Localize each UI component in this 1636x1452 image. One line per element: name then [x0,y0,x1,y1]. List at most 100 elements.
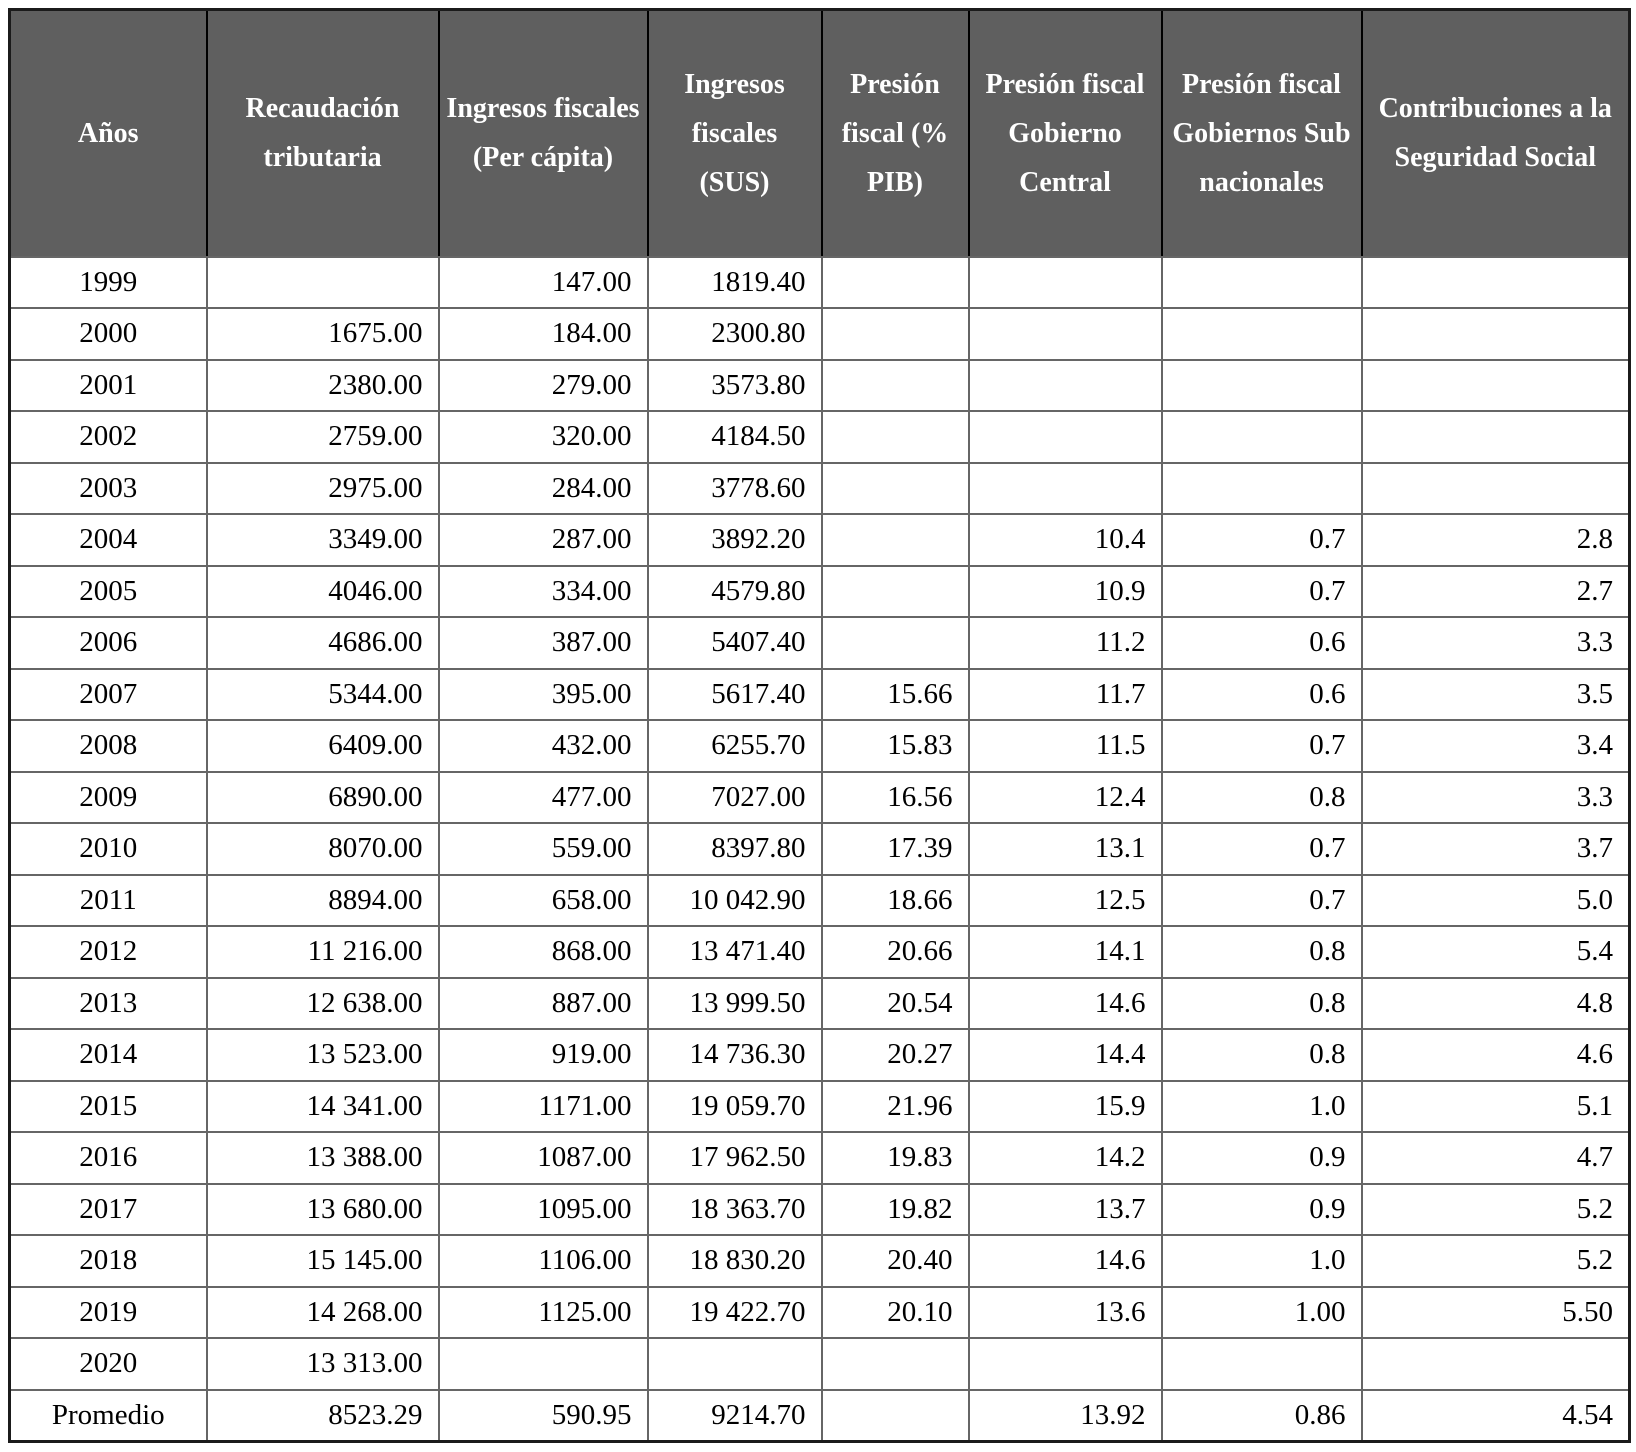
value-cell: 4.54 [1360,1388,1631,1442]
table-row: 2006 4686.00 387.00 5407.40 11.2 0.6 3.3 [8,616,1631,670]
value-cell: 11.5 [967,719,1163,773]
value-cell: 1.00 [1160,1285,1363,1339]
value-cell: 5.0 [1360,873,1631,927]
value-cell: 20.10 [820,1285,970,1339]
value-cell: 15.9 [967,1079,1163,1133]
column-header-presion-fiscal-gobierno-central: Presión fiscal Gobierno Central [967,9,1163,258]
table-row: 2009 6890.00 477.00 7027.00 16.56 12.4 0.8 3.3 [8,770,1631,824]
value-cell: 2759.00 [205,410,440,464]
value-cell: 18 830.20 [646,1234,823,1288]
value-cell: 6255.70 [646,719,823,773]
value-cell: 919.00 [437,1028,649,1082]
value-cell: 4.7 [1360,1131,1631,1185]
value-cell: 1.0 [1160,1079,1363,1133]
value-cell: 10.4 [967,513,1163,567]
value-cell [967,461,1163,515]
value-cell: 5344.00 [205,667,440,721]
value-cell: 10 042.90 [646,873,823,927]
value-cell: 19 422.70 [646,1285,823,1339]
value-cell: 0.86 [1160,1388,1363,1442]
column-header-anos: Años [8,9,208,258]
value-cell: 11.7 [967,667,1163,721]
value-cell: 4.6 [1360,1028,1631,1082]
value-cell: 13 999.50 [646,976,823,1030]
table-row: 2019 14 268.00 1125.00 19 422.70 20.10 13.6 1.… [8,1285,1631,1339]
value-cell: 0.8 [1160,925,1363,979]
year-cell: 2003 [8,461,208,515]
value-cell: 20.54 [820,976,970,1030]
year-cell: 2006 [8,616,208,670]
value-cell: 15.83 [820,719,970,773]
table-row: 2011 8894.00 658.00 10 042.90 18.66 12.5 0.7 5.… [8,873,1631,927]
table-row: 2010 8070.00 559.00 8397.80 17.39 13.1 0.7 3.7 [8,822,1631,876]
table-row: 2002 2759.00 320.00 4184.50 [8,410,1631,464]
value-cell: 8397.80 [646,822,823,876]
table-row: 2018 15 145.00 1106.00 18 830.20 20.40 14.6 1.… [8,1234,1631,1288]
table-row: 2013 12 638.00 887.00 13 999.50 20.54 14.6 0.8… [8,976,1631,1030]
table-row: 2004 3349.00 287.00 3892.20 10.4 0.7 2.8 [8,513,1631,567]
year-cell: 2004 [8,513,208,567]
value-cell [820,616,970,670]
value-cell: 279.00 [437,358,649,412]
value-cell: 18.66 [820,873,970,927]
column-header-ingresos-fiscales-sus: Ingresos fiscales (SUS) [646,9,823,258]
value-cell: 5.2 [1360,1234,1631,1288]
year-cell: 2001 [8,358,208,412]
value-cell [820,410,970,464]
value-cell [1160,307,1363,361]
value-cell [820,255,970,309]
year-cell: 2018 [8,1234,208,1288]
fiscal-data-table: Años Recaudación tributaria Ingresos fisca… [8,8,1631,1443]
value-cell: 14 736.30 [646,1028,823,1082]
value-cell: 15.66 [820,667,970,721]
value-cell: 19.82 [820,1182,970,1236]
value-cell: 2.8 [1360,513,1631,567]
column-header-presion-fiscal-gobiernos-subnacionales: Presión fiscal Gobiernos Sub nacionales [1160,9,1363,258]
value-cell: 184.00 [437,307,649,361]
value-cell: 1819.40 [646,255,823,309]
value-cell: 17.39 [820,822,970,876]
value-cell: 0.9 [1160,1131,1363,1185]
year-cell: 2011 [8,873,208,927]
value-cell [967,358,1163,412]
value-cell: 4579.80 [646,564,823,618]
year-cell: 2016 [8,1131,208,1185]
year-cell: 2012 [8,925,208,979]
value-cell [820,1388,970,1442]
table-row: 2001 2380.00 279.00 3573.80 [8,358,1631,412]
value-cell: 559.00 [437,822,649,876]
value-cell [820,307,970,361]
value-cell: 15 145.00 [205,1234,440,1288]
value-cell [1360,461,1631,515]
year-cell: 1999 [8,255,208,309]
value-cell: 3349.00 [205,513,440,567]
value-cell: 14 268.00 [205,1285,440,1339]
table-row: 2000 1675.00 184.00 2300.80 [8,307,1631,361]
year-cell: 2009 [8,770,208,824]
value-cell [967,410,1163,464]
table-row: 2005 4046.00 334.00 4579.80 10.9 0.7 2.7 [8,564,1631,618]
value-cell: 14.1 [967,925,1163,979]
value-cell [967,1337,1163,1391]
value-cell: 14.2 [967,1131,1163,1185]
value-cell: 11.2 [967,616,1163,670]
value-cell [820,461,970,515]
table-header: Años Recaudación tributaria Ingresos fisca… [8,9,1631,258]
value-cell [1160,255,1363,309]
value-cell: 2975.00 [205,461,440,515]
table-row: 2014 13 523.00 919.00 14 736.30 20.27 14.4 0.8… [8,1028,1631,1082]
year-cell: 2013 [8,976,208,1030]
value-cell [1360,255,1631,309]
header-row: Años Recaudación tributaria Ingresos fisca… [8,9,1631,258]
value-cell: 4046.00 [205,564,440,618]
table-row: 2017 13 680.00 1095.00 18 363.70 19.82 13.7 0.… [8,1182,1631,1236]
value-cell: 13.92 [967,1388,1163,1442]
table-row: 2015 14 341.00 1171.00 19 059.70 21.96 15.9 1.… [8,1079,1631,1133]
value-cell: 14.6 [967,1234,1163,1288]
value-cell: 10.9 [967,564,1163,618]
year-cell: 2020 [8,1337,208,1391]
value-cell: 13 388.00 [205,1131,440,1185]
value-cell: 1125.00 [437,1285,649,1339]
value-cell: 9214.70 [646,1388,823,1442]
